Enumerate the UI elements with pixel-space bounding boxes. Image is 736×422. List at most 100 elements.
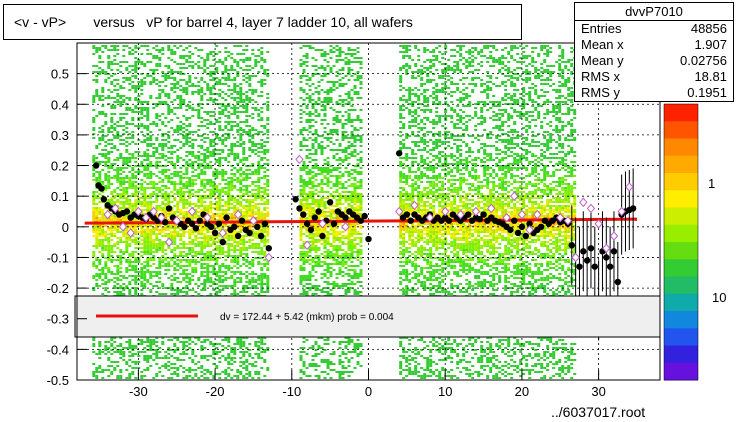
density-cell xyxy=(95,231,99,233)
density-cell xyxy=(110,119,114,121)
density-cell xyxy=(242,377,246,379)
density-cell xyxy=(314,353,318,355)
density-cell xyxy=(233,235,237,237)
density-cell xyxy=(254,285,258,287)
density-cell xyxy=(311,347,315,349)
density-cell xyxy=(230,189,234,191)
density-cell xyxy=(260,67,264,69)
density-cell xyxy=(308,149,312,151)
density-cell xyxy=(107,241,111,243)
density-cell xyxy=(98,351,102,353)
density-cell xyxy=(311,359,315,361)
density-cell xyxy=(314,179,318,181)
density-cell xyxy=(233,197,237,199)
density-cell xyxy=(212,155,216,157)
density-cell xyxy=(167,213,171,215)
density-cell xyxy=(119,117,123,119)
density-cell xyxy=(197,215,201,217)
density-cell xyxy=(218,219,222,221)
density-cell xyxy=(245,211,249,213)
density-cell xyxy=(206,151,210,153)
density-cell xyxy=(320,171,324,173)
density-cell xyxy=(242,257,246,259)
density-cell xyxy=(302,139,306,141)
density-cell xyxy=(170,237,174,239)
density-cell xyxy=(191,163,195,165)
density-cell xyxy=(155,227,159,229)
density-cell xyxy=(209,205,213,207)
density-cell xyxy=(167,95,171,97)
density-cell xyxy=(104,179,108,181)
density-cell xyxy=(215,367,219,369)
density-cell xyxy=(314,141,318,143)
density-cell xyxy=(218,265,222,267)
density-cell xyxy=(317,375,321,377)
density-cell xyxy=(230,165,234,167)
density-cell xyxy=(206,281,210,283)
density-cell xyxy=(182,203,186,205)
density-cell xyxy=(320,119,324,121)
density-cell xyxy=(314,167,318,169)
density-cell xyxy=(158,229,162,231)
density-cell xyxy=(107,151,111,153)
density-cell xyxy=(143,347,147,349)
density-cell xyxy=(125,231,129,233)
density-cell xyxy=(248,191,252,193)
density-cell xyxy=(197,55,201,57)
density-cell xyxy=(227,339,231,341)
density-cell xyxy=(185,169,189,171)
density-cell xyxy=(104,115,108,117)
density-cell xyxy=(230,127,234,129)
density-cell xyxy=(140,93,144,95)
density-cell xyxy=(323,205,327,207)
density-cell xyxy=(218,291,222,293)
density-cell xyxy=(179,175,183,177)
density-cell xyxy=(92,227,96,229)
density-cell xyxy=(131,131,135,133)
density-cell xyxy=(131,169,135,171)
density-cell xyxy=(299,255,303,257)
density-cell xyxy=(128,341,132,343)
density-cell xyxy=(122,179,126,181)
density-cell xyxy=(122,191,126,193)
density-cell xyxy=(326,255,330,257)
density-cell xyxy=(137,203,141,205)
density-cell xyxy=(314,369,318,371)
density-cell xyxy=(170,293,174,295)
density-cell xyxy=(176,293,180,295)
density-cell xyxy=(263,359,267,361)
density-cell xyxy=(170,251,174,253)
density-cell xyxy=(299,231,303,233)
density-cell xyxy=(233,167,237,169)
density-cell xyxy=(233,279,237,281)
density-cell xyxy=(152,81,156,83)
density-cell xyxy=(194,191,198,193)
density-cell xyxy=(227,123,231,125)
density-cell xyxy=(314,375,318,377)
density-cell xyxy=(194,231,198,233)
density-cell xyxy=(245,107,249,109)
density-cell xyxy=(266,275,270,277)
density-cell xyxy=(188,137,192,139)
density-cell xyxy=(245,95,249,97)
density-cell xyxy=(215,237,219,239)
density-cell xyxy=(134,243,138,245)
density-cell xyxy=(242,177,246,179)
density-cell xyxy=(314,233,318,235)
density-cell xyxy=(239,175,243,177)
density-cell xyxy=(251,279,255,281)
density-cell xyxy=(221,355,225,357)
density-cell xyxy=(230,255,234,257)
density-cell xyxy=(107,291,111,293)
density-cell xyxy=(212,249,216,251)
density-cell xyxy=(227,253,231,255)
density-cell xyxy=(101,209,105,211)
density-cell xyxy=(323,183,327,185)
density-cell xyxy=(158,347,162,349)
density-cell xyxy=(329,217,333,219)
density-cell xyxy=(98,217,102,219)
density-cell xyxy=(119,349,123,351)
density-cell xyxy=(116,283,120,285)
density-cell xyxy=(143,265,147,267)
density-cell xyxy=(308,277,312,279)
